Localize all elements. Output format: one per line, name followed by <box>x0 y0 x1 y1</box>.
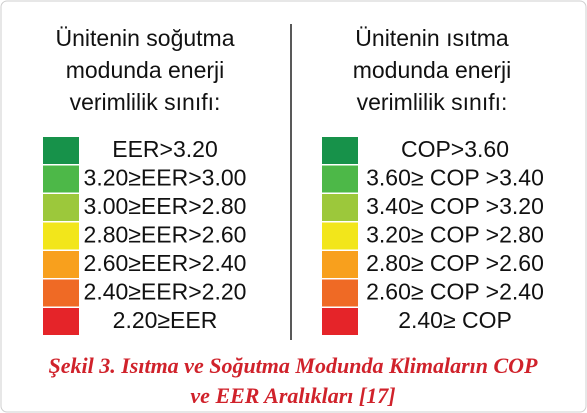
class-swatch <box>322 165 358 193</box>
class-swatch <box>322 137 358 164</box>
class-label: 3.60≥ COP >3.40 <box>366 165 544 191</box>
class-label: 3.20≥EER>3.00 <box>84 165 247 191</box>
panel-title-line: Ünitenin ısıtma <box>355 25 509 51</box>
class-label: 3.20≥ COP >2.80 <box>366 222 544 248</box>
class-label: 3.40≥ COP >3.20 <box>366 193 544 219</box>
class-label: 2.60≥ COP >2.40 <box>366 279 544 305</box>
class-swatch <box>322 251 358 278</box>
class-swatch <box>43 251 79 278</box>
class-swatch <box>322 222 358 250</box>
class-label: 2.40≥EER>2.20 <box>84 279 247 305</box>
class-swatch <box>43 165 79 193</box>
class-label: COP>3.60 <box>401 136 509 162</box>
panel-title-line: modunda enerji <box>66 57 225 83</box>
class-label: 2.60≥EER>2.40 <box>84 250 247 276</box>
class-label: 2.80≥ COP >2.60 <box>366 250 544 276</box>
panel-title-line: verimlilik sınıfı: <box>70 89 221 115</box>
class-swatch <box>43 222 79 250</box>
class-swatch <box>322 279 358 307</box>
caption-line: Şekil 3. Isıtma ve Soğutma Modunda Klima… <box>49 353 539 378</box>
panel-title-line: modunda enerji <box>353 57 512 83</box>
panel-title-line: Ünitenin soğutma <box>56 25 235 51</box>
class-label: 3.00≥EER>2.80 <box>84 193 247 219</box>
class-swatch <box>43 194 79 221</box>
class-swatch <box>322 194 358 221</box>
class-swatch <box>43 137 79 164</box>
class-label: 2.20≥EER <box>113 307 218 333</box>
class-label: EER>3.20 <box>112 136 218 162</box>
caption-line: ve EER Aralıkları [17] <box>190 383 395 408</box>
class-swatch <box>43 308 79 335</box>
class-label: 2.40≥ COP <box>398 307 512 333</box>
panel-title-line: verimlilik sınıfı: <box>357 89 508 115</box>
class-swatch <box>43 279 79 307</box>
class-swatch <box>322 308 358 335</box>
class-label: 2.80≥EER>2.60 <box>84 222 247 248</box>
